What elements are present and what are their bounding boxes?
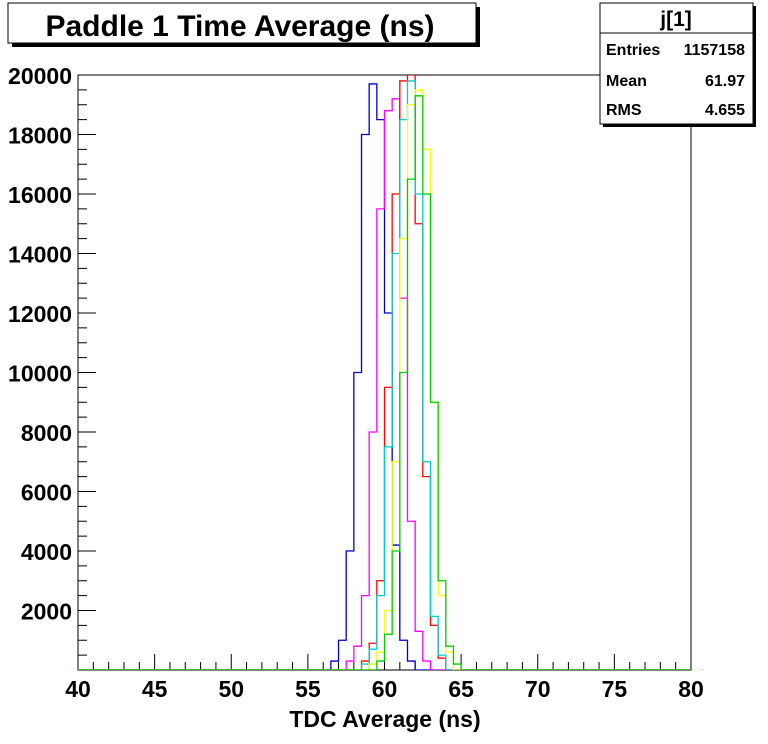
y-tick-label: 20000 [8,63,72,89]
y-tick-label: 12000 [8,301,72,327]
y-tick-label: 4000 [21,539,72,565]
chart-title: Paddle 1 Time Average (ns) [45,10,434,43]
y-tick-label: 6000 [21,480,72,506]
stats-entries-label: Entries [606,42,660,59]
x-axis-ticks [77,654,692,670]
y-axis-ticks [78,74,96,671]
histogram-series-2 [78,98,691,670]
stats-rms-value: 4.655 [705,102,745,119]
x-tick-labels: 40 45 50 55 60 65 70 75 80 [65,676,704,702]
histogram-series-4 [78,80,691,670]
x-tick-label: 55 [295,676,321,702]
stats-mean-value: 61.97 [705,73,745,90]
y-tick-labels: 2000 4000 6000 8000 10000 12000 14000 16000 1800… [8,63,72,625]
x-tick-label: 60 [372,676,398,702]
x-tick-label: 50 [218,676,244,702]
y-tick-label: 16000 [8,182,72,208]
stats-entries-value: 1157158 [684,42,746,59]
histogram-series-5 [78,89,691,670]
y-tick-label: 18000 [8,123,72,149]
histogram-series-3 [78,75,691,670]
stats-mean-label: Mean [606,73,647,90]
y-tick-label: 2000 [21,599,72,625]
x-tick-label: 75 [602,676,628,702]
series-group [78,75,691,670]
x-tick-label: 40 [65,676,91,702]
y-tick-label: 10000 [8,361,72,387]
x-tick-label: 65 [448,676,474,702]
x-tick-label: 70 [525,676,551,702]
x-tick-label: 80 [678,676,704,702]
histogram-series-6 [78,95,691,670]
x-axis-label: TDC Average (ns) [289,706,480,732]
title-box [7,2,477,44]
y-tick-label: 8000 [21,420,72,446]
y-tick-label: 14000 [8,242,72,268]
stats-box-frame [599,2,754,125]
stats-box-title: j[1] [659,8,692,31]
stats-box: j[1] Entries 1157158 Mean 61.97 RMS 4.65… [599,2,756,127]
histogram-series-1 [78,83,691,670]
x-tick-label: 45 [142,676,168,702]
stats-rms-label: RMS [606,102,642,119]
